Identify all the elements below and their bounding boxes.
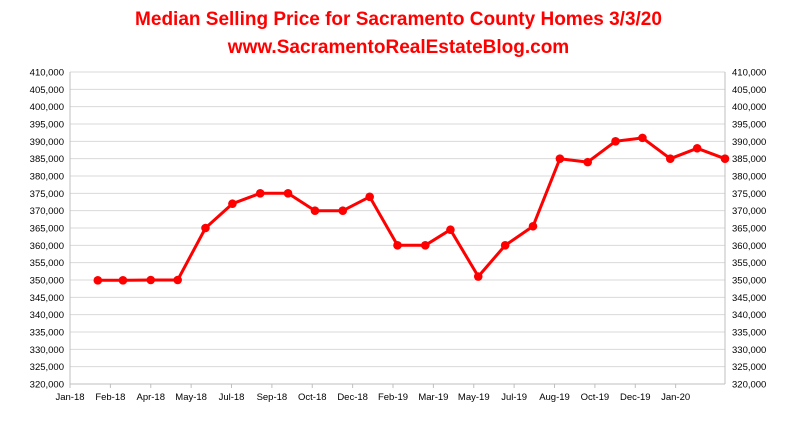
x-tick-label: Mar-19: [418, 392, 448, 403]
y-tick-label-right: 330,000: [732, 345, 766, 356]
y-tick-label-left: 355,000: [30, 258, 64, 269]
x-tick-label: Feb-19: [378, 392, 408, 403]
y-tick-label-left: 365,000: [30, 224, 64, 235]
data-point: [228, 199, 237, 209]
series-line: [97, 136, 726, 282]
data-point: [255, 189, 265, 198]
x-tick-label: Jul-18: [219, 392, 245, 403]
data-point: [583, 157, 593, 167]
y-tick-label-right: 390,000: [732, 137, 766, 148]
data-point: [720, 154, 730, 163]
x-tick-label: May-19: [458, 392, 490, 403]
x-tick-label: Jan-18: [55, 392, 84, 403]
y-tick-label-left: 325,000: [30, 362, 64, 373]
y-tick-label-left: 380,000: [30, 172, 64, 183]
y-tick-label-left: 375,000: [30, 189, 64, 200]
data-point: [283, 189, 293, 198]
x-tick-label: Aug-19: [539, 392, 570, 403]
y-tick-label-right: 400,000: [732, 102, 766, 113]
y-tick-label-right: 345,000: [732, 293, 766, 304]
x-tick-label: Dec-18: [337, 392, 368, 403]
data-point: [638, 133, 647, 143]
x-tick-label: Dec-19: [620, 392, 651, 403]
y-tick-label-right: 320,000: [732, 380, 766, 391]
x-tick-label: Oct-19: [581, 392, 610, 403]
x-tick-label: Jul-19: [501, 392, 527, 403]
y-tick-label-left: 340,000: [30, 310, 64, 321]
y-tick-label-right: 360,000: [732, 241, 766, 252]
y-tick-label-right: 370,000: [732, 206, 766, 217]
y-tick-label-left: 330,000: [30, 345, 64, 356]
y-tick-label-right: 375,000: [732, 189, 766, 200]
y-tick-label-right: 325,000: [732, 362, 766, 373]
data-point: [665, 154, 675, 163]
y-tick-label-right: 385,000: [732, 154, 766, 165]
y-tick-label-right: 410,000: [732, 68, 766, 79]
x-tick-label: Sep-18: [257, 392, 288, 403]
y-tick-label-right: 395,000: [732, 120, 766, 131]
y-tick-label-left: 360,000: [30, 241, 64, 252]
y-tick-label-left: 390,000: [30, 137, 64, 148]
data-point: [528, 221, 538, 231]
y-tick-label-right: 340,000: [732, 310, 766, 321]
x-tick-label: Jan-20: [661, 392, 690, 403]
y-tick-label-left: 350,000: [30, 276, 64, 287]
y-tick-label-left: 370,000: [30, 206, 64, 217]
y-tick-label-right: 355,000: [732, 258, 766, 269]
x-tick-label: May-18: [175, 392, 207, 403]
y-tick-label-left: 345,000: [30, 293, 64, 304]
y-tick-label-right: 405,000: [732, 85, 766, 96]
data-point: [310, 206, 320, 215]
data-point: [500, 241, 510, 250]
y-tick-label-left: 405,000: [30, 85, 64, 96]
y-tick-label-left: 400,000: [30, 102, 64, 113]
y-tick-label-left: 320,000: [30, 380, 64, 391]
chart-title: Median Selling Price for Sacramento Coun…: [135, 9, 662, 30]
y-tick-label-left: 410,000: [30, 68, 64, 79]
x-tick-label: Feb-18: [95, 392, 125, 403]
data-point: [146, 275, 156, 285]
data-point: [692, 143, 702, 153]
x-tick-label: Apr-18: [136, 392, 165, 403]
chart-subtitle: www.SacramentoRealEstateBlog.com: [227, 37, 570, 58]
data-point: [201, 223, 210, 233]
y-tick-label-left: 335,000: [30, 328, 64, 339]
data-point: [338, 206, 348, 215]
data-point: [446, 225, 455, 235]
y-tick-label-right: 380,000: [732, 172, 766, 183]
data-point: [173, 275, 182, 285]
data-point: [93, 276, 103, 285]
data-point: [473, 272, 483, 281]
x-tick-label: Oct-18: [298, 392, 327, 403]
data-point: [421, 241, 430, 250]
y-tick-label-left: 395,000: [30, 120, 64, 131]
data-point: [393, 241, 402, 250]
y-tick-label-left: 385,000: [30, 154, 64, 165]
data-point: [365, 192, 374, 202]
y-tick-label-right: 350,000: [732, 276, 766, 287]
data-point: [118, 276, 128, 285]
y-tick-label-right: 365,000: [732, 224, 766, 235]
data-point: [611, 137, 620, 146]
data-point: [555, 154, 565, 163]
y-tick-label-right: 335,000: [732, 328, 766, 339]
